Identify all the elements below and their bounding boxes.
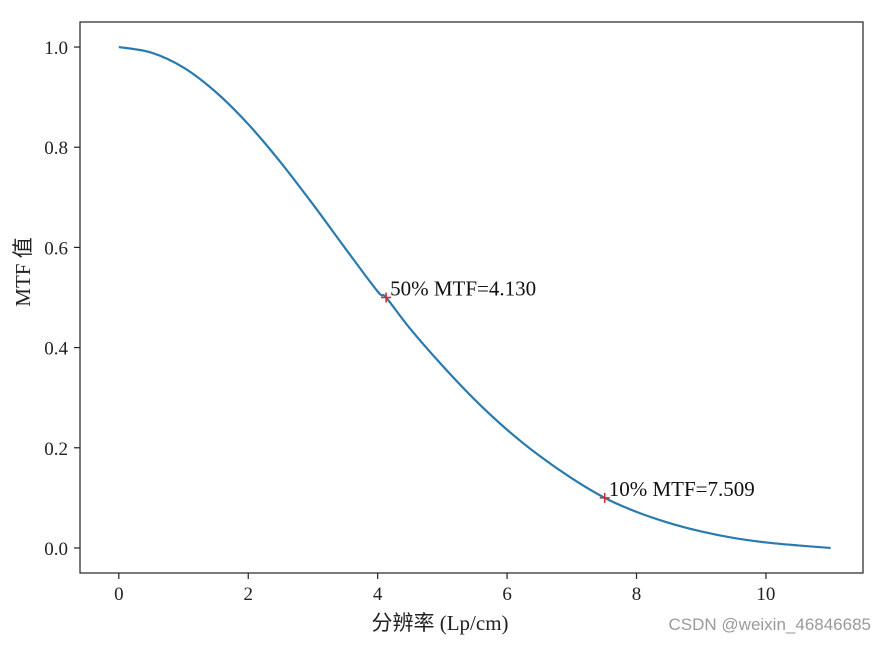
- x-axis-label: 分辨率 (Lp/cm): [371, 611, 508, 635]
- mtf-curve: [118, 45, 831, 550]
- y-tick-label: 0.0: [44, 539, 68, 560]
- y-tick-label: 0.8: [44, 138, 68, 159]
- mtf-annotation: 50% MTF=4.130: [390, 277, 536, 301]
- x-axis-ticks: 0 2 4 6 8 10: [114, 573, 775, 605]
- x-tick-label: 10: [756, 584, 775, 605]
- watermark-text: CSDN @weixin_46846685: [668, 615, 871, 634]
- x-tick-label: 4: [373, 584, 383, 605]
- y-tick-label: 0.2: [44, 439, 68, 460]
- annotation-group: 50% MTF=4.130 10% MTF=7.509: [390, 277, 755, 501]
- marker-group: [381, 292, 610, 503]
- y-axis-label: MTF 值: [11, 237, 35, 306]
- y-tick-label: 1.0: [44, 38, 68, 59]
- plot-frame: [79, 21, 864, 574]
- mtf-marker: [381, 292, 392, 303]
- mtf-marker: [599, 492, 610, 503]
- y-tick-label: 0.4: [44, 339, 68, 360]
- x-tick-label: 6: [502, 584, 512, 605]
- mtf-annotation: 10% MTF=7.509: [609, 477, 755, 501]
- x-tick-label: 2: [243, 584, 253, 605]
- x-tick-label: 8: [632, 584, 642, 605]
- x-tick-label: 0: [114, 584, 124, 605]
- y-axis-ticks: 0.0 0.2 0.4 0.6 0.8 1.0: [44, 38, 80, 560]
- y-tick-label: 0.6: [44, 238, 68, 259]
